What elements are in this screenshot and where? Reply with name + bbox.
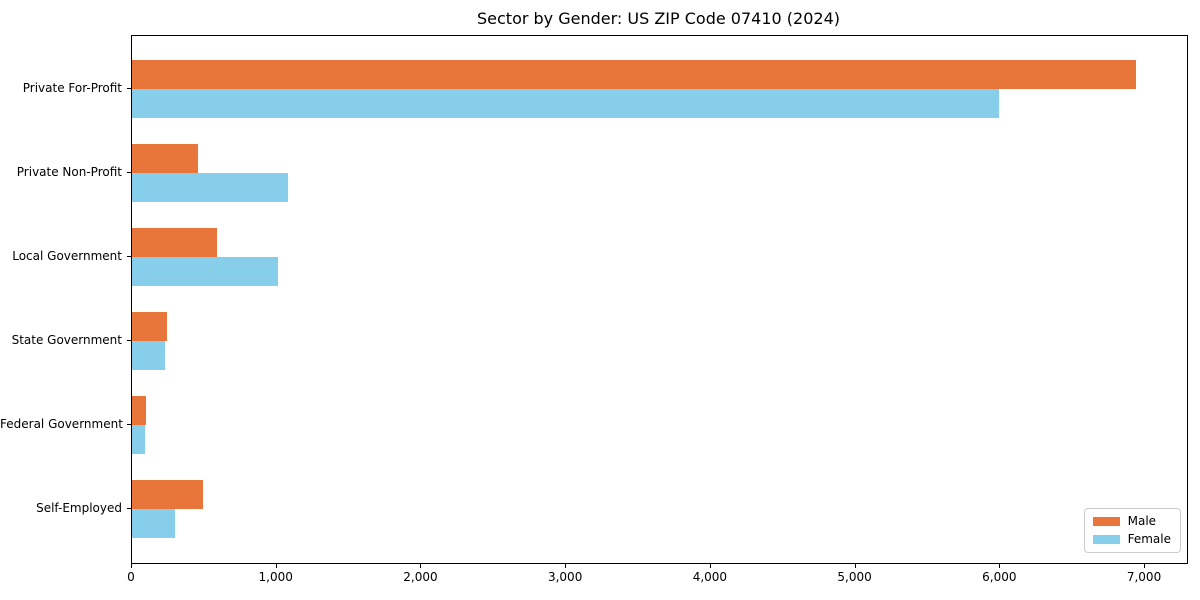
- y-tick-local-government: [127, 256, 131, 257]
- x-tick-label-3000: 3,000: [547, 570, 583, 584]
- y-tick-label-self-employed: Self-Employed: [36, 501, 122, 515]
- legend-entry-female: Female: [1092, 532, 1171, 546]
- y-tick-state-government: [127, 340, 131, 341]
- x-tick-label-5000: 5,000: [837, 570, 872, 584]
- x-tick-label-0: 0: [127, 570, 135, 584]
- y-tick-label-state-government: State Government: [11, 333, 122, 347]
- y-tick-private-non-profit: [127, 172, 131, 173]
- legend-swatch-male: [1092, 517, 1120, 526]
- y-tick-label-federal-government: Federal Government: [0, 417, 123, 431]
- legend-label-female: Female: [1127, 532, 1171, 546]
- x-tick-7000: [1144, 564, 1146, 568]
- bar-female-self-employed: [132, 509, 175, 538]
- bar-female-private-non-profit: [132, 173, 288, 202]
- bar-male-state-government: [132, 312, 167, 341]
- bar-female-local-government: [132, 257, 278, 286]
- x-tick-2000: [420, 564, 422, 568]
- x-tick-label-7000: 7,000: [1126, 570, 1162, 584]
- y-tick-label-private-non-profit: Private Non-Profit: [16, 165, 122, 179]
- bar-male-federal-government: [132, 396, 146, 425]
- y-tick-label-local-government: Local Government: [12, 249, 122, 263]
- bar-male-private-non-profit: [132, 144, 198, 173]
- chart-title: Sector by Gender: US ZIP Code 07410 (202…: [477, 9, 840, 28]
- bar-female-state-government: [132, 341, 165, 370]
- plot-area: Male Female: [131, 35, 1188, 564]
- x-tick-0: [131, 564, 132, 568]
- x-tick-label-6000: 6,000: [982, 570, 1017, 584]
- x-tick-1000: [275, 564, 277, 568]
- bar-female-private-for-profit: [132, 89, 999, 118]
- y-tick-private-for-profit: [127, 88, 131, 89]
- bar-male-self-employed: [132, 480, 203, 509]
- x-tick-label-4000: 4,000: [692, 570, 728, 584]
- y-tick-self-employed: [127, 508, 131, 509]
- x-tick-5000: [854, 564, 856, 568]
- legend-label-male: Male: [1127, 514, 1157, 528]
- x-tick-3000: [565, 564, 567, 568]
- bar-male-local-government: [132, 228, 217, 257]
- y-tick-label-private-for-profit: Private For-Profit: [22, 81, 122, 95]
- x-tick-label-2000: 2,000: [403, 570, 438, 584]
- legend-entry-male: Male: [1092, 514, 1171, 528]
- bar-female-federal-government: [132, 425, 145, 454]
- x-tick-label-1000: 1,000: [258, 570, 293, 584]
- x-tick-6000: [999, 564, 1001, 568]
- bar-male-private-for-profit: [132, 60, 1136, 89]
- legend-swatch-female: [1092, 535, 1120, 544]
- y-tick-federal-government: [127, 424, 131, 425]
- legend: Male Female: [1083, 508, 1181, 553]
- x-tick-4000: [709, 564, 711, 568]
